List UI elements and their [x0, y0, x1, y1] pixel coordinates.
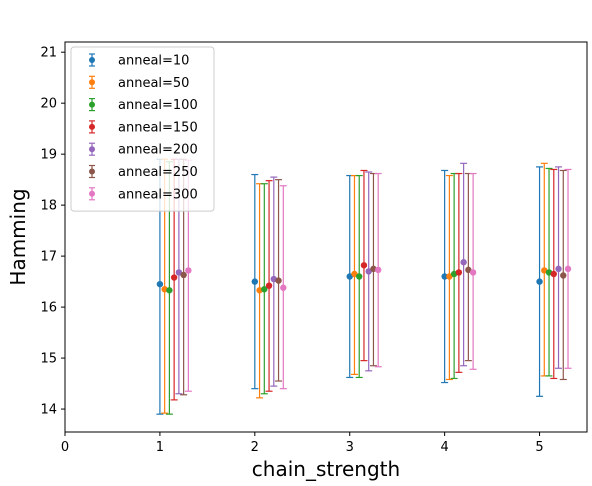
x-tick-label: 0 [61, 440, 69, 455]
y-axis-title: Hamming [6, 188, 30, 285]
points-layer [156, 259, 572, 294]
legend-entry: anneal=100 [89, 97, 198, 113]
legend-entry: anneal=150 [89, 120, 198, 135]
legend: anneal=10 anneal=50 anneal=100 anneal=150 an… [70, 46, 215, 212]
data-point [251, 278, 259, 285]
y-tick-label: 20 [40, 97, 57, 112]
data-point [536, 278, 543, 285]
data-point [375, 266, 382, 274]
data-point [156, 280, 164, 288]
x-axis: 0 1 2 3 4 5 [61, 432, 544, 455]
legend-box [70, 46, 215, 212]
legend-marker-dot [89, 57, 95, 63]
data-point [280, 284, 287, 291]
legend-entry: anneal=300 [89, 187, 198, 202]
x-tick-label: 4 [440, 440, 448, 455]
legend-marker-dot [89, 146, 95, 153]
data-point [170, 274, 178, 281]
data-point [441, 273, 448, 280]
y-tick-label: 14 [40, 403, 57, 418]
y-axis: 14 15 16 17 18 19 20 21 [40, 46, 65, 418]
legend-entry: anneal=250 [89, 164, 198, 180]
y-tick-label: 17 [40, 250, 57, 265]
legend-marker-dot [89, 101, 95, 108]
data-point [446, 273, 453, 280]
data-point [275, 277, 282, 284]
data-point [180, 271, 187, 279]
legend-entry: anneal=10 [89, 53, 189, 69]
data-point [166, 287, 173, 294]
data-point [469, 269, 477, 276]
data-point [365, 268, 372, 275]
plot-frame [64, 41, 588, 433]
data-point [346, 273, 353, 280]
legend-marker-dot [89, 123, 95, 130]
data-point [560, 272, 567, 279]
data-point [351, 270, 358, 278]
legend-marker-dot [89, 168, 95, 175]
y-tick-label: 16 [40, 301, 57, 316]
data-point [460, 259, 467, 266]
legend-label: anneal=300 [118, 187, 198, 202]
legend-marker-dot [89, 79, 95, 86]
legend-label: anneal=100 [118, 98, 198, 113]
data-point [555, 265, 562, 273]
y-tick-label: 21 [40, 46, 57, 61]
x-tick-label: 1 [156, 440, 164, 455]
legend-label: anneal=50 [118, 76, 189, 91]
y-tick-label: 19 [40, 148, 57, 163]
data-point [265, 282, 273, 289]
data-point [360, 262, 368, 269]
data-point [465, 266, 472, 274]
data-point [455, 269, 463, 276]
data-point [550, 270, 557, 278]
x-tick-label: 5 [535, 440, 543, 455]
legend-entry: anneal=200 [89, 142, 198, 158]
legend-entry: anneal=50 [89, 75, 189, 91]
legend-label: anneal=150 [118, 120, 198, 135]
legend-marker-dot [89, 190, 95, 197]
x-tick-label: 3 [346, 440, 354, 455]
data-point [356, 273, 363, 280]
x-axis-title: chain_strength [252, 457, 400, 481]
x-tick-label: 2 [251, 440, 259, 455]
legend-label: anneal=10 [118, 54, 189, 69]
legend-label: anneal=250 [118, 165, 198, 180]
y-tick-label: 15 [40, 352, 57, 367]
y-tick-label: 18 [40, 199, 57, 214]
data-point [185, 267, 192, 274]
data-point [261, 286, 268, 293]
data-point [175, 269, 183, 276]
data-point [564, 265, 572, 273]
legend-label: anneal=200 [118, 143, 198, 158]
